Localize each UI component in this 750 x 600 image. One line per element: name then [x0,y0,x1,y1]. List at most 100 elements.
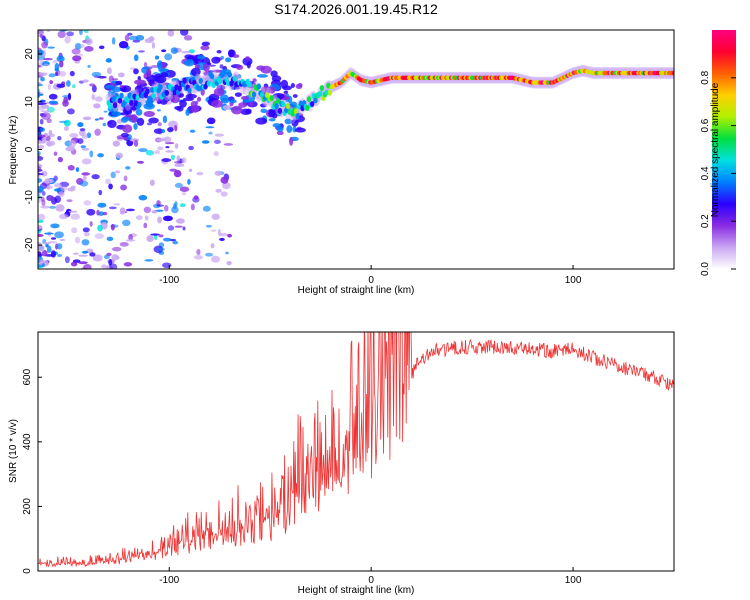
spectrogram-noise-blob [38,132,41,136]
spectrogram-ridge-blob [240,108,251,115]
spectrogram-ridge-core [108,103,113,110]
spectrogram-noise-blob [189,129,196,133]
spectrogram-noise-blob [111,78,119,81]
spectrogram-noise-blob [143,222,148,229]
spectrogram-ridge-blob [155,77,160,82]
spectrogram-ridge-blob [157,62,163,70]
spectrogram-noise-blob [59,60,64,68]
spectrogram-ridge-core [232,75,237,82]
colorbar-ticks: 0.0 0.2 0.4 0.6 0.8 [700,70,736,276]
spectrogram-noise-blob [124,34,130,42]
spectrogram-ridge-blob [283,90,289,95]
spectrogram-noise-blob [92,254,103,262]
spectrogram-noise-blob [54,63,60,71]
spectrogram-ridge-blob [134,85,144,93]
spectrogram-ridge-core [112,102,118,109]
spectrogram-noise-blob [182,226,186,231]
spectrogram-noise-blob [187,178,191,185]
spectrogram-noise-blob [157,247,165,252]
spectrogram-noise-blob [196,171,204,176]
snr-y-label: SNR (10 * v/v) [8,419,19,483]
spectrogram-noise-blob [58,120,67,123]
spectrogram-ridge-blob [276,126,284,132]
spectrogram-noise-blob [225,251,229,255]
spectrogram-noise-blob [89,83,95,87]
spectrogram-ridge-blob [268,86,276,94]
spectrogram-noise-blob [38,150,41,156]
spectrogram-x-tick-label: 100 [565,275,582,286]
spectrogram-ridge-blob [276,130,284,136]
spectrogram-ridge-core [137,101,142,108]
spectrogram-noise-blob [38,264,43,268]
spectrogram-noise-blob [158,234,164,238]
spectrogram-noise-blob [83,232,90,237]
spectrogram-ridge-blob [282,85,292,91]
spectrogram-noise-blob [157,122,162,127]
spectrogram-ridge-blob [111,111,123,116]
spectrogram-noise-blob [67,165,75,171]
spectrogram-ridge-core [269,95,275,102]
spectrogram-ridge-blob [149,79,155,87]
spectrogram-ridge-core [227,71,233,78]
spectrogram-noise-blob [133,140,139,147]
spectrogram-noise-blob [214,170,222,176]
spectrogram-noise-blob [63,119,71,127]
spectrogram-noise-blob [135,215,143,221]
spectrogram-noise-blob [171,206,179,214]
spectrogram-ridge-blob [146,68,152,78]
spectrogram-noise-blob [81,250,89,254]
spectrogram-noise-blob [38,245,45,252]
snr-x-tick-label: 100 [565,575,582,586]
spectrogram-noise-blob [54,188,63,192]
spectrogram-noise-blob [54,231,64,239]
spectrogram-noise-blob [163,237,172,242]
spectrogram-ridge-core [293,108,299,115]
spectrogram-noise-blob [70,185,76,190]
spectrogram-noise-blob [49,140,56,146]
spectrogram-ridge-blob [104,84,114,89]
spectrogram-ridge-core [117,97,123,104]
spectrogram-noise-blob [82,79,89,83]
spectrogram-ridge-core [324,89,329,96]
spectrogram-ridge-core [295,113,300,120]
spectrogram-noise-blob [106,252,112,257]
spectrogram-noise-blob [38,185,44,193]
spectrogram-noise-blob [103,211,108,216]
spectrogram-noise-blob [38,233,44,237]
spectrogram-noise-blob [82,175,87,182]
spectrogram-ridge-core [129,100,134,107]
spectrogram-noise-blob [97,224,103,232]
spectrogram-noise-blob [39,33,43,38]
spectrogram-ridge-core [148,97,153,104]
spectrogram-noise-blob [112,140,121,147]
spectrogram-noise-blob [118,40,129,49]
spectrogram-noise-blob [133,54,139,62]
spectrogram-noise-blob [174,124,178,132]
spectrogram-ridge-blob [240,95,250,101]
spectrogram-noise-blob [39,58,44,65]
spectrogram-noise-blob [162,262,172,269]
spectrogram-ridge-core [125,97,131,104]
spectrogram-noise-blob [94,233,105,240]
spectrogram-noise-blob [44,178,52,184]
spectrogram-ridge-blob [135,108,143,116]
snr-panel: -100 0 100 0 200 400 600 Height of straight l… [8,331,675,596]
spectrogram-noise-blob [226,261,232,266]
spectrogram-noise-blob [111,246,122,252]
spectrogram-ridge-blob [290,83,295,89]
spectrogram-noise-blob [62,99,69,107]
spectrogram-noise-blob [98,45,105,50]
spectrogram-ridge-blob [119,84,124,88]
spectrogram-ridge-blob [213,87,225,97]
spectrogram-ridge-core [327,89,333,96]
spectrogram-noise-blob [53,175,58,182]
spectrogram-ridge-core [150,87,155,94]
spectrogram-noise-blob [38,88,41,92]
spectrogram-noise-blob [56,83,66,88]
spectrogram-noise-blob [82,116,92,121]
spectrogram-noise-blob [91,71,102,77]
colorbar-tick-label: 0.0 [700,262,711,276]
spectrogram-noise-blob [156,200,161,206]
spectrogram-noise-blob [91,84,97,93]
